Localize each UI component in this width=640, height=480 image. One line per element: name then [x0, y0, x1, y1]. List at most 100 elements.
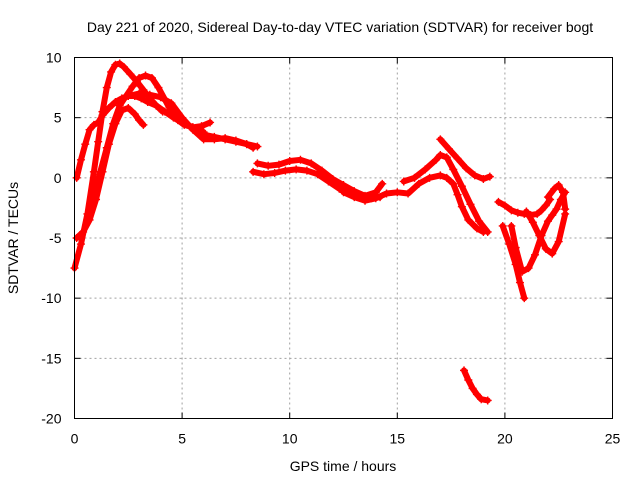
data-point: [339, 181, 348, 190]
data-point: [249, 143, 258, 152]
series-track-6: [199, 130, 258, 152]
data-point: [115, 101, 124, 110]
data-point: [231, 137, 240, 146]
data-point: [206, 118, 215, 127]
data-point: [124, 104, 133, 113]
data-point: [541, 244, 550, 253]
data-point: [85, 125, 94, 134]
data-point: [554, 237, 563, 246]
data-point: [494, 197, 503, 206]
data-point: [89, 120, 98, 129]
data-point: [522, 207, 531, 216]
data-point: [505, 240, 514, 249]
data-point: [421, 165, 430, 174]
data-point: [507, 221, 516, 230]
data-point: [83, 215, 92, 224]
data-point: [210, 132, 219, 141]
data-point: [548, 211, 557, 220]
data-point: [479, 175, 488, 184]
data-point: [457, 202, 466, 211]
data-point: [507, 206, 516, 215]
series-track-4: [83, 71, 215, 224]
data-point: [552, 205, 561, 214]
data-point: [462, 164, 471, 173]
data-point: [404, 189, 413, 198]
data-point: [541, 201, 550, 210]
data-point: [104, 104, 113, 113]
data-point: [436, 171, 445, 180]
data-point: [126, 70, 135, 79]
data-point: [453, 190, 462, 199]
data-point: [94, 137, 103, 146]
data-point: [259, 170, 268, 179]
data-point: [393, 188, 402, 197]
chart-title: Day 221 of 2020, Sidereal Day-to-day VTE…: [87, 19, 593, 35]
x-tick-label: 15: [390, 431, 406, 447]
series-track-14: [498, 221, 529, 303]
data-point: [559, 188, 568, 197]
data-point: [124, 92, 133, 101]
data-point: [561, 205, 570, 214]
data-point: [449, 165, 458, 174]
data-point: [460, 366, 469, 375]
data-point: [81, 140, 90, 149]
plot-frame: [74, 57, 613, 419]
series-track-8: [253, 155, 387, 200]
data-point: [531, 250, 540, 259]
x-tick-label: 0: [71, 431, 79, 447]
series-track-9: [339, 171, 488, 236]
data-point: [249, 167, 258, 176]
y-tick-label: 0: [54, 170, 62, 186]
data-point: [72, 173, 81, 182]
data-point: [128, 82, 137, 91]
data-point: [444, 144, 453, 153]
data-point: [511, 243, 520, 252]
series-trace: [400, 152, 491, 235]
data-point: [361, 196, 370, 205]
grid: [74, 57, 613, 419]
data-point: [119, 63, 128, 72]
data-point: [98, 111, 107, 120]
data-point: [457, 182, 466, 191]
data-point: [378, 179, 387, 188]
axis-ticks: 0 5 10 15 20 25 -20 -15 -10 -5 0 5 10: [41, 50, 620, 447]
series-track-1: [70, 59, 167, 273]
data-point: [285, 156, 294, 165]
data-point: [135, 73, 144, 82]
data-point: [154, 83, 163, 92]
data-point: [76, 155, 85, 164]
data-point: [107, 67, 116, 76]
data-point: [442, 153, 451, 162]
data-point: [436, 135, 445, 144]
data-point: [156, 93, 165, 102]
data-point: [145, 90, 154, 99]
data-point: [242, 140, 251, 149]
data-point: [543, 217, 552, 226]
data-point: [535, 231, 544, 240]
data-point: [475, 217, 484, 226]
data-point: [550, 184, 559, 193]
data-point: [130, 110, 139, 119]
data-point: [274, 160, 283, 169]
data-point: [515, 278, 524, 287]
data-point: [167, 99, 176, 108]
y-tick-label: -15: [41, 350, 61, 366]
data-point: [513, 208, 522, 217]
data-point: [483, 396, 492, 405]
y-tick-label: -10: [41, 290, 61, 306]
data-point: [89, 191, 98, 200]
data-point: [528, 218, 537, 227]
data-point: [464, 215, 473, 224]
data-point: [500, 201, 509, 210]
data-point: [221, 135, 230, 144]
data-point: [109, 119, 118, 128]
x-tick-label: 20: [497, 431, 513, 447]
y-tick-label: -5: [49, 230, 62, 246]
data-point: [339, 188, 348, 197]
data-point: [483, 227, 492, 236]
x-tick-label: 5: [178, 431, 186, 447]
series-track-16: [522, 207, 570, 258]
data-point: [485, 172, 494, 181]
series-trace: [461, 367, 491, 404]
